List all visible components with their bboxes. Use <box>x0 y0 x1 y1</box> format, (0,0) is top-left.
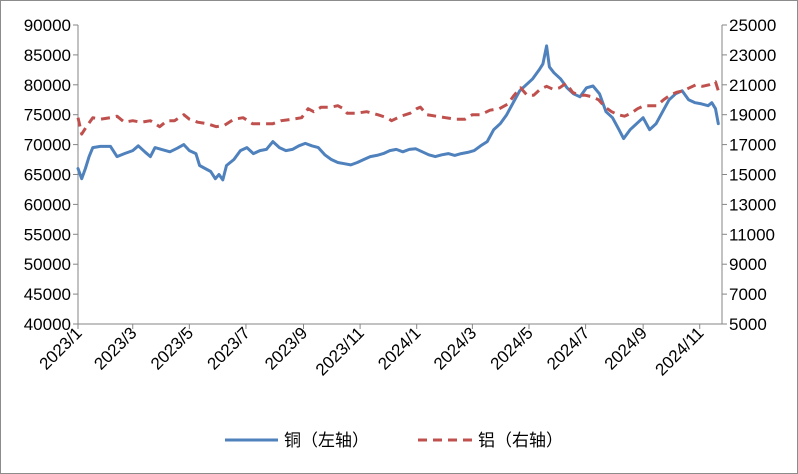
right-y-tick-label: 13000 <box>729 195 776 214</box>
right-y-tick-label: 23000 <box>729 46 776 65</box>
left-y-tick-label: 70000 <box>24 136 71 155</box>
x-tick-label: 2024/3 <box>430 323 480 373</box>
right-y-tick-label: 21000 <box>729 76 776 95</box>
right-y-tick-label: 11000 <box>729 225 775 244</box>
right-y-tick-label: 19000 <box>729 106 776 125</box>
series-line-aluminum <box>76 80 720 136</box>
left-y-tick-label: 45000 <box>24 285 71 304</box>
left-y-tick-label: 60000 <box>24 195 71 214</box>
axes: 90000 85000 80000 75000 70000 65000 60000 55000… <box>24 16 777 379</box>
right-y-tick-label: 17000 <box>729 136 776 155</box>
legend: 铜（左轴） 铝（右轴） <box>225 431 563 451</box>
series-line-copper <box>76 44 720 182</box>
x-tick-label: 2024/5 <box>487 323 537 373</box>
left-y-tick-label: 90000 <box>24 16 71 35</box>
x-tick-label: 2024/1 <box>374 323 424 373</box>
left-y-tick-label: 75000 <box>24 106 71 125</box>
plot-area <box>76 44 720 182</box>
right-y-tick-label: 15000 <box>729 166 776 185</box>
x-tick-label: 2024/11 <box>652 323 708 379</box>
right-y-tick-label: 5000 <box>729 315 767 334</box>
right-y-tick-label: 25000 <box>729 16 776 35</box>
x-tick-label: 2023/3 <box>90 323 140 373</box>
legend-label-aluminum: 铝（右轴） <box>478 431 563 451</box>
x-tick-label: 2023/11 <box>312 323 368 379</box>
x-tick-label: 2024/9 <box>601 323 651 373</box>
left-y-tick-label: 80000 <box>24 76 71 95</box>
right-y-tick-label: 7000 <box>729 285 767 304</box>
x-tick-label: 2024/7 <box>543 323 593 373</box>
x-tick-label: 2023/5 <box>147 323 197 373</box>
left-y-tick-label: 50000 <box>24 255 71 274</box>
right-y-tick-label: 9000 <box>729 255 767 274</box>
left-y-tick-label: 40000 <box>24 315 71 334</box>
x-tick-label: 2023/7 <box>204 323 254 373</box>
legend-label-copper: 铜（左轴） <box>284 431 369 451</box>
x-tick-label: 2023/9 <box>261 323 311 373</box>
left-y-tick-label: 55000 <box>24 225 71 244</box>
left-y-tick-label: 85000 <box>24 46 71 65</box>
left-y-tick-label: 65000 <box>24 166 71 185</box>
